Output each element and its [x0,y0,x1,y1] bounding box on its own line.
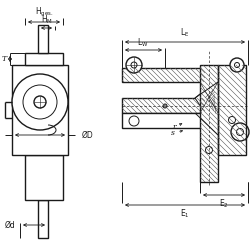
Circle shape [34,96,46,108]
Bar [122,98,205,113]
Text: s: s [171,129,175,137]
Circle shape [236,128,244,136]
Text: E$_{\mathsf{1}}$: E$_{\mathsf{1}}$ [180,207,190,220]
Bar [200,65,218,182]
Text: L$_{\mathsf{E}}$: L$_{\mathsf{E}}$ [180,26,190,39]
Text: L$_{\mathsf{W}}$: L$_{\mathsf{W}}$ [137,36,149,49]
Circle shape [23,85,57,119]
Text: T: T [2,55,7,63]
Bar [38,200,48,238]
Bar [25,155,63,200]
Circle shape [163,104,167,108]
Circle shape [126,57,142,73]
Bar [25,53,63,65]
Polygon shape [195,82,215,113]
Text: H$_{\mathsf{M}}$: H$_{\mathsf{M}}$ [41,14,53,26]
Text: H$_{\mathsf{ges.}}$: H$_{\mathsf{ges.}}$ [35,6,53,19]
Circle shape [131,62,137,68]
Bar [122,68,205,82]
Text: ØD: ØD [82,130,94,140]
Circle shape [234,62,240,68]
Bar [218,65,246,155]
Bar [12,65,68,155]
Circle shape [228,116,235,123]
Circle shape [231,123,249,141]
Bar [122,113,205,128]
Text: E$_{\mathsf{2}}$: E$_{\mathsf{2}}$ [219,197,229,209]
Circle shape [206,146,212,154]
Text: Ød: Ød [5,220,16,230]
Circle shape [129,116,139,126]
Bar [38,25,48,53]
Circle shape [230,58,244,72]
Text: r: r [172,123,176,131]
Circle shape [12,74,68,130]
